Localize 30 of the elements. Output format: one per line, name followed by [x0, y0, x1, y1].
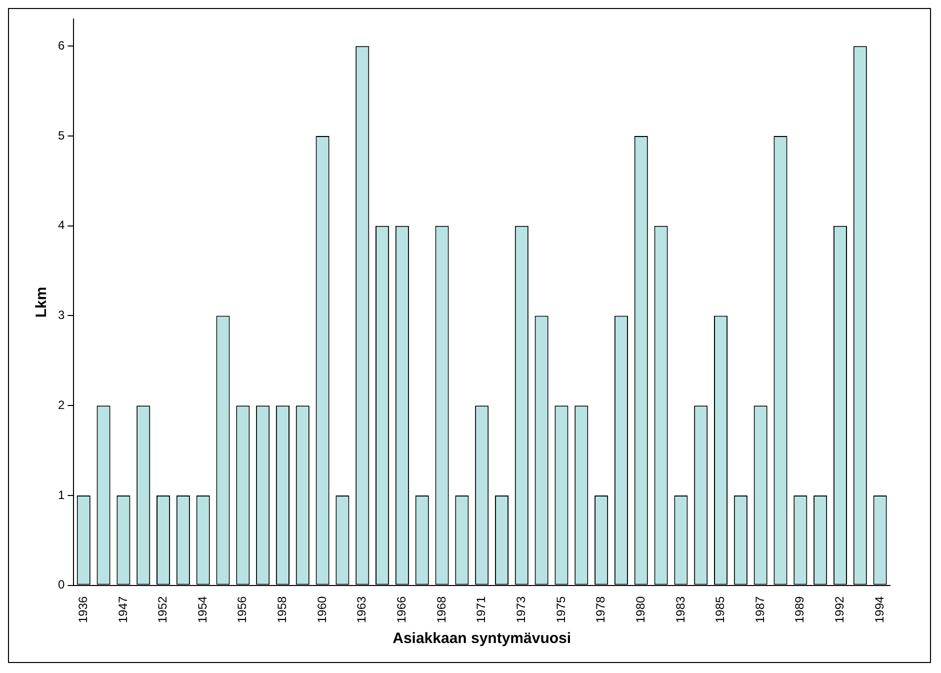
x-tick-label: 1978: [594, 596, 608, 624]
x-tick-label: 1947: [116, 596, 130, 624]
y-tick-label: 6: [58, 38, 65, 52]
x-tick-label: 1989: [792, 596, 807, 624]
x-tick-label: 1992: [832, 596, 847, 624]
x-tick-label: 1973: [514, 596, 528, 624]
x-tick-label: 1958: [275, 596, 290, 624]
y-tick-label: 5: [58, 128, 65, 142]
x-tick-label: 1985: [713, 596, 728, 624]
x-tick-label: 1994: [872, 596, 886, 624]
x-tick-label: 1983: [673, 596, 688, 624]
x-tick-label: 1954: [195, 596, 210, 624]
x-tick-label: 1966: [394, 596, 409, 624]
x-tick-label: 1987: [752, 596, 767, 624]
y-tick-label: 2: [58, 398, 65, 412]
x-tick-label: 1975: [554, 596, 568, 624]
x-axis-title: Asiakkaan syntymävuosi: [392, 630, 572, 648]
x-tick-label: 1936: [76, 596, 90, 624]
x-tick-label: 1980: [633, 596, 648, 624]
y-tick-label: 3: [58, 308, 65, 322]
x-tick-label: 1952: [156, 596, 170, 624]
x-tick-label: 1960: [314, 596, 329, 624]
x-tick-label: 1971: [474, 596, 488, 624]
x-tick-label: 1968: [434, 596, 448, 624]
y-tick-label: 4: [58, 218, 65, 232]
x-tick-label: 1963: [354, 596, 369, 624]
y-tick-label: 1: [58, 488, 65, 502]
x-tick-label: 1956: [235, 596, 250, 624]
y-tick-label: 0: [58, 578, 65, 592]
y-axis-title: Lkm: [33, 286, 50, 318]
